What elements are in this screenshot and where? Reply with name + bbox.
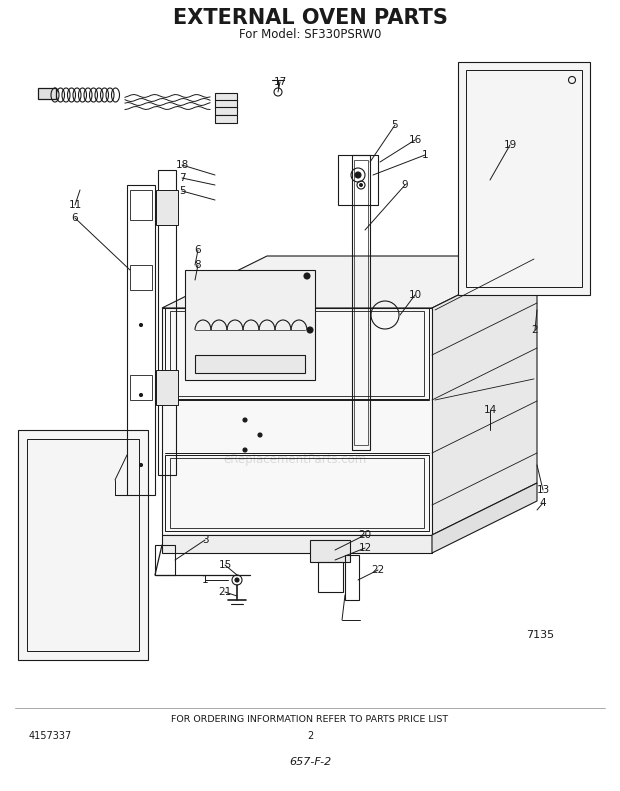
Circle shape	[243, 418, 247, 422]
Bar	[215, 107, 237, 115]
Bar	[130, 190, 152, 220]
Polygon shape	[162, 535, 432, 553]
Text: eReplacementParts.com: eReplacementParts.com	[223, 453, 366, 467]
Text: 4157337: 4157337	[29, 731, 72, 741]
Text: EXTERNAL OVEN PARTS: EXTERNAL OVEN PARTS	[172, 8, 448, 28]
Text: 1: 1	[202, 575, 208, 585]
Text: 20: 20	[358, 530, 371, 540]
Circle shape	[243, 448, 247, 452]
Polygon shape	[185, 270, 315, 380]
Bar	[130, 375, 152, 400]
Text: 15: 15	[218, 560, 232, 570]
Text: 6: 6	[72, 213, 78, 223]
Bar	[127, 185, 155, 495]
Circle shape	[304, 273, 310, 279]
Text: 4: 4	[539, 498, 546, 508]
Text: FOR ORDERING INFORMATION REFER TO PARTS PRICE LIST: FOR ORDERING INFORMATION REFER TO PARTS …	[172, 716, 448, 725]
Polygon shape	[162, 256, 537, 308]
Text: 6: 6	[195, 245, 202, 255]
Text: 12: 12	[358, 543, 371, 553]
Bar	[338, 155, 378, 205]
Bar	[165, 308, 429, 399]
Text: 17: 17	[273, 77, 286, 87]
Text: 657-F-2: 657-F-2	[289, 757, 331, 767]
Text: 5: 5	[392, 120, 398, 130]
Circle shape	[359, 183, 363, 187]
Bar	[354, 160, 368, 445]
Text: 14: 14	[484, 405, 497, 415]
Bar	[345, 555, 359, 600]
Bar	[156, 190, 178, 225]
Bar	[318, 562, 343, 592]
Bar	[38, 88, 56, 99]
Polygon shape	[162, 308, 432, 535]
Circle shape	[140, 324, 143, 327]
Circle shape	[140, 464, 143, 467]
Text: 22: 22	[371, 565, 384, 575]
Bar	[215, 100, 237, 108]
Bar	[352, 155, 370, 450]
Text: 7135: 7135	[526, 630, 554, 640]
Polygon shape	[432, 483, 537, 553]
Text: 1: 1	[422, 150, 428, 160]
Text: 3: 3	[202, 535, 208, 545]
Bar	[165, 455, 429, 531]
Text: 10: 10	[409, 290, 422, 300]
Polygon shape	[432, 256, 537, 535]
Bar	[195, 355, 305, 373]
Bar	[215, 115, 237, 123]
Bar	[158, 170, 176, 475]
Text: 11: 11	[68, 200, 82, 210]
Text: 5: 5	[179, 186, 185, 196]
Circle shape	[140, 393, 143, 396]
Text: 19: 19	[503, 140, 516, 150]
Text: For Model: SF330PSRW0: For Model: SF330PSRW0	[239, 28, 381, 40]
Circle shape	[235, 578, 239, 582]
Text: 8: 8	[195, 260, 202, 270]
Text: 18: 18	[175, 160, 188, 170]
Text: 13: 13	[536, 485, 549, 495]
Bar	[170, 311, 424, 396]
Polygon shape	[18, 430, 148, 660]
Text: 7: 7	[179, 173, 185, 183]
Text: 2: 2	[307, 731, 313, 741]
Bar	[215, 93, 237, 101]
Bar	[170, 458, 424, 528]
Bar	[155, 545, 175, 575]
Circle shape	[258, 433, 262, 437]
Text: 16: 16	[409, 135, 422, 145]
Bar	[310, 540, 350, 562]
Circle shape	[355, 172, 361, 178]
Bar	[130, 265, 152, 290]
Text: 2: 2	[532, 325, 538, 335]
Polygon shape	[458, 62, 590, 295]
Circle shape	[307, 327, 313, 333]
Text: 21: 21	[218, 587, 232, 597]
Bar	[156, 370, 178, 405]
Text: 9: 9	[402, 180, 409, 190]
